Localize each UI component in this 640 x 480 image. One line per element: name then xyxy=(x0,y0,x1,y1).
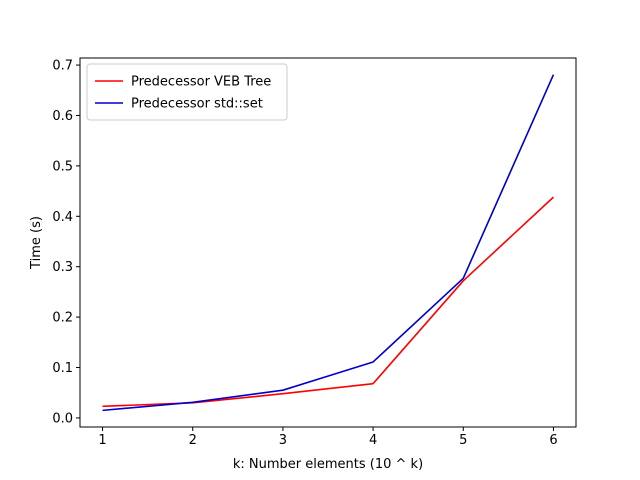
y-tick-label: 0.4 xyxy=(52,210,73,225)
y-tick-label: 0.0 xyxy=(52,411,73,426)
legend-label: Predecessor VEB Tree xyxy=(131,75,271,90)
x-tick-label: 1 xyxy=(98,433,106,448)
y-tick-label: 0.7 xyxy=(52,59,73,74)
y-axis: 0.0 0.1 0.2 0.3 0.4 0.5 0.6 0.7 xyxy=(52,59,80,426)
legend-box xyxy=(86,63,288,121)
x-tick-label: 5 xyxy=(459,433,467,448)
y-tick-label: 0.1 xyxy=(52,361,73,376)
x-tick-label: 3 xyxy=(279,433,287,448)
y-axis-label: Time (s) xyxy=(29,216,44,270)
y-tick-label: 0.5 xyxy=(52,159,73,174)
x-tick-label: 2 xyxy=(189,433,197,448)
x-axis: 1 2 3 4 5 6 xyxy=(98,427,558,448)
legend-label: Predecessor std::set xyxy=(131,97,263,112)
y-tick-label: 0.2 xyxy=(52,311,73,326)
y-tick-label: 0.3 xyxy=(52,260,73,275)
series-layer xyxy=(102,74,555,412)
x-tick-label: 6 xyxy=(549,433,557,448)
x-tick-label: 4 xyxy=(369,433,377,448)
y-tick-label: 0.6 xyxy=(52,109,73,124)
plot-frame xyxy=(79,57,577,428)
series-line-2 xyxy=(102,74,555,412)
x-axis-label: k: Number elements (10 ^ k) xyxy=(233,457,423,472)
